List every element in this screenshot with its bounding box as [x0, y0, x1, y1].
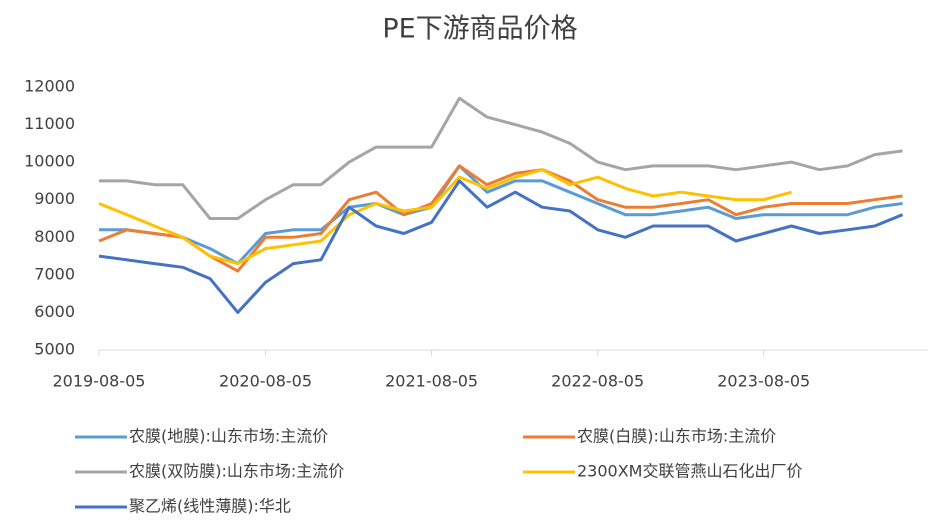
legend-label: 农膜(白膜):山东市场:主流价	[577, 427, 776, 446]
y-tick-label: 8000	[34, 227, 75, 246]
legend-label: 农膜(地膜):山东市场:主流价	[129, 427, 328, 446]
legend-label: 聚乙烯(线性薄膜):华北	[129, 497, 291, 516]
y-tick-label: 11000	[24, 114, 75, 133]
y-tick-label: 6000	[34, 302, 75, 321]
x-tick-label: 2019-08-05	[53, 372, 146, 391]
series-line	[98, 168, 792, 266]
x-tick-label: 2020-08-05	[219, 372, 312, 391]
y-tick-label: 5000	[34, 340, 75, 359]
legend-label: 农膜(双防膜):山东市场:主流价	[129, 462, 344, 481]
x-tick-label: 2021-08-05	[385, 372, 478, 391]
series-line	[98, 164, 903, 273]
series-line	[99, 96, 903, 220]
x-tick-label: 2023-08-05	[717, 372, 810, 391]
y-tick-label: 9000	[34, 189, 75, 208]
y-tick-label: 10000	[24, 152, 75, 171]
chart-title: PE下游商品价格	[382, 14, 577, 45]
series-line	[98, 179, 904, 314]
x-tick-label: 2022-08-05	[551, 372, 644, 391]
y-tick-label: 7000	[34, 264, 75, 283]
legend-label: 2300XM交联管燕山石化出厂价	[577, 462, 803, 481]
y-tick-label: 12000	[24, 77, 75, 96]
